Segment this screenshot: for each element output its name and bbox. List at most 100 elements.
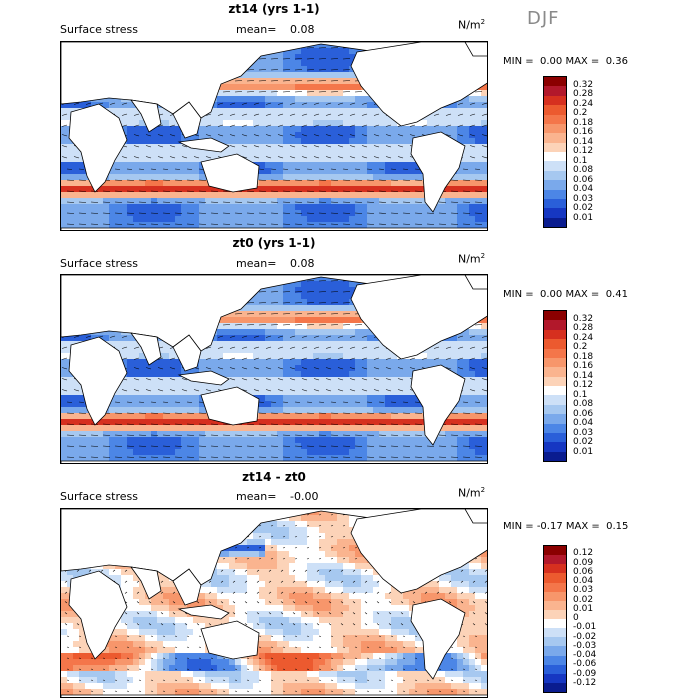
colorbar-swatch <box>544 77 566 87</box>
colorbar-tick-label: 0.03 <box>573 585 594 596</box>
colorbar-tick-label: 0.32 <box>573 79 594 90</box>
colorbar-tick-label: 0.06 <box>573 408 594 419</box>
map-panel <box>60 508 488 698</box>
mean-label: mean= <box>236 23 277 36</box>
min-max-readout: MIN = 0.00 MAX = 0.41 <box>503 289 628 300</box>
colorbar-swatch <box>544 348 566 358</box>
colorbar-tick-label: 0 <box>573 613 579 623</box>
colorbar-swatch <box>544 582 566 592</box>
colorbar-swatch <box>544 600 566 610</box>
colorbar-swatch <box>544 95 566 106</box>
colorbar-tick-label: 0.32 <box>573 313 594 324</box>
colorbar-swatch <box>544 105 566 115</box>
colorbar-swatch <box>544 637 566 647</box>
colorbar-swatch <box>544 628 566 638</box>
colorbar-swatch <box>544 573 566 583</box>
panel-title: zt14 (yrs 1-1) <box>228 2 320 16</box>
colorbar-tick-label: 0.12 <box>573 548 594 559</box>
colorbar-swatch <box>544 198 566 209</box>
colorbar-swatch <box>544 646 566 656</box>
colorbar-tick-label: 0.28 <box>573 323 594 333</box>
colorbar-tick-label: 0.2 <box>573 342 588 352</box>
colorbar-swatch <box>544 311 566 321</box>
colorbar-tick-label: 0.03 <box>573 193 594 204</box>
colorbar-tick-label: 0.01 <box>573 212 594 223</box>
colorbar-swatch <box>544 609 566 619</box>
colorbar-swatch <box>544 655 566 665</box>
colorbar-tick-label: -0.09 <box>573 668 597 679</box>
colorbar-tick-label: 0.16 <box>573 361 594 371</box>
colorbar <box>543 76 567 228</box>
panel-subtitle: Surface stress <box>60 257 138 270</box>
colorbar-swatch <box>544 152 566 162</box>
colorbar-tick-label: 0.04 <box>573 576 594 586</box>
colorbar-swatch <box>544 442 566 452</box>
colorbar-tick-label: 0.14 <box>573 136 594 147</box>
colorbar-tick-label: 0.24 <box>573 332 594 343</box>
mean-value: 0.08 <box>290 257 315 270</box>
colorbar-tick-label: 0.14 <box>573 370 594 381</box>
colorbar-swatch <box>544 564 566 574</box>
units-label: N/m2 <box>458 252 486 266</box>
colorbar-tick-label: 0.02 <box>573 594 594 605</box>
units-label: N/m2 <box>458 486 486 500</box>
colorbar-swatch <box>544 432 566 443</box>
colorbar-swatch <box>544 170 566 181</box>
panel-subtitle: Surface stress <box>60 490 138 503</box>
colorbar-swatch <box>544 546 566 556</box>
colorbar-swatch <box>544 329 566 340</box>
colorbar-tick-label: 0.08 <box>573 165 594 175</box>
colorbar-swatch <box>544 682 566 692</box>
colorbar <box>543 545 567 693</box>
colorbar-tick-label: 0.02 <box>573 203 594 213</box>
continents <box>61 509 487 697</box>
units-label: N/m2 <box>458 18 486 32</box>
colorbar-tick-label: -0.12 <box>573 677 597 688</box>
mean-label: mean= <box>236 257 277 270</box>
colorbar-swatch <box>544 123 566 134</box>
colorbar-swatch <box>544 414 566 424</box>
map-panel <box>60 274 488 464</box>
panel-title: zt14 - zt0 <box>242 470 306 484</box>
colorbar-swatch <box>544 189 566 199</box>
map-panel <box>60 41 488 231</box>
colorbar-swatch <box>544 591 566 601</box>
colorbar-swatch <box>544 320 566 330</box>
colorbar-tick-label: 0.01 <box>573 603 594 614</box>
colorbar-tick-label: 0.1 <box>573 389 588 400</box>
mean-label: mean= <box>236 490 277 503</box>
colorbar-tick-label: 0.12 <box>573 146 594 156</box>
panel-subtitle: Surface stress <box>60 23 138 36</box>
colorbar-tick-label: 0.09 <box>573 557 594 568</box>
colorbar-tick-label: 0.08 <box>573 399 594 409</box>
panel-title: zt0 (yrs 1-1) <box>232 236 316 250</box>
colorbar-tick-label: 0.2 <box>573 108 588 118</box>
colorbar-tick-label: 0.18 <box>573 351 594 362</box>
colorbar-swatch <box>544 133 566 143</box>
colorbar-tick-label: -0.02 <box>573 631 597 642</box>
colorbar-tick-label: 0.04 <box>573 184 594 194</box>
colorbar-swatch <box>544 423 566 433</box>
colorbar-swatch <box>544 367 566 377</box>
colorbar-swatch <box>544 673 566 683</box>
colorbar <box>543 310 567 462</box>
colorbar-swatch <box>544 114 566 124</box>
colorbar-tick-label: 0.02 <box>573 437 594 447</box>
min-max-readout: MIN = 0.00 MAX = 0.36 <box>503 56 628 67</box>
colorbar-swatch <box>544 451 566 461</box>
colorbar-swatch <box>544 619 566 629</box>
continents <box>61 42 487 230</box>
colorbar-tick-label: 0.12 <box>573 380 594 390</box>
colorbar-tick-label: -0.03 <box>573 640 597 651</box>
colorbar-tick-label: 0.01 <box>573 446 594 457</box>
colorbar-swatch <box>544 376 566 386</box>
colorbar-tick-label: 0.03 <box>573 427 594 438</box>
colorbar-swatch <box>544 357 566 368</box>
colorbar-swatch <box>544 86 566 96</box>
continents <box>61 275 487 463</box>
colorbar-tick-label: 0.06 <box>573 566 594 577</box>
colorbar-swatch <box>544 161 566 171</box>
colorbar-swatch <box>544 664 566 674</box>
colorbar-swatch <box>544 142 566 152</box>
min-max-readout: MIN = -0.17 MAX = 0.15 <box>503 521 629 532</box>
